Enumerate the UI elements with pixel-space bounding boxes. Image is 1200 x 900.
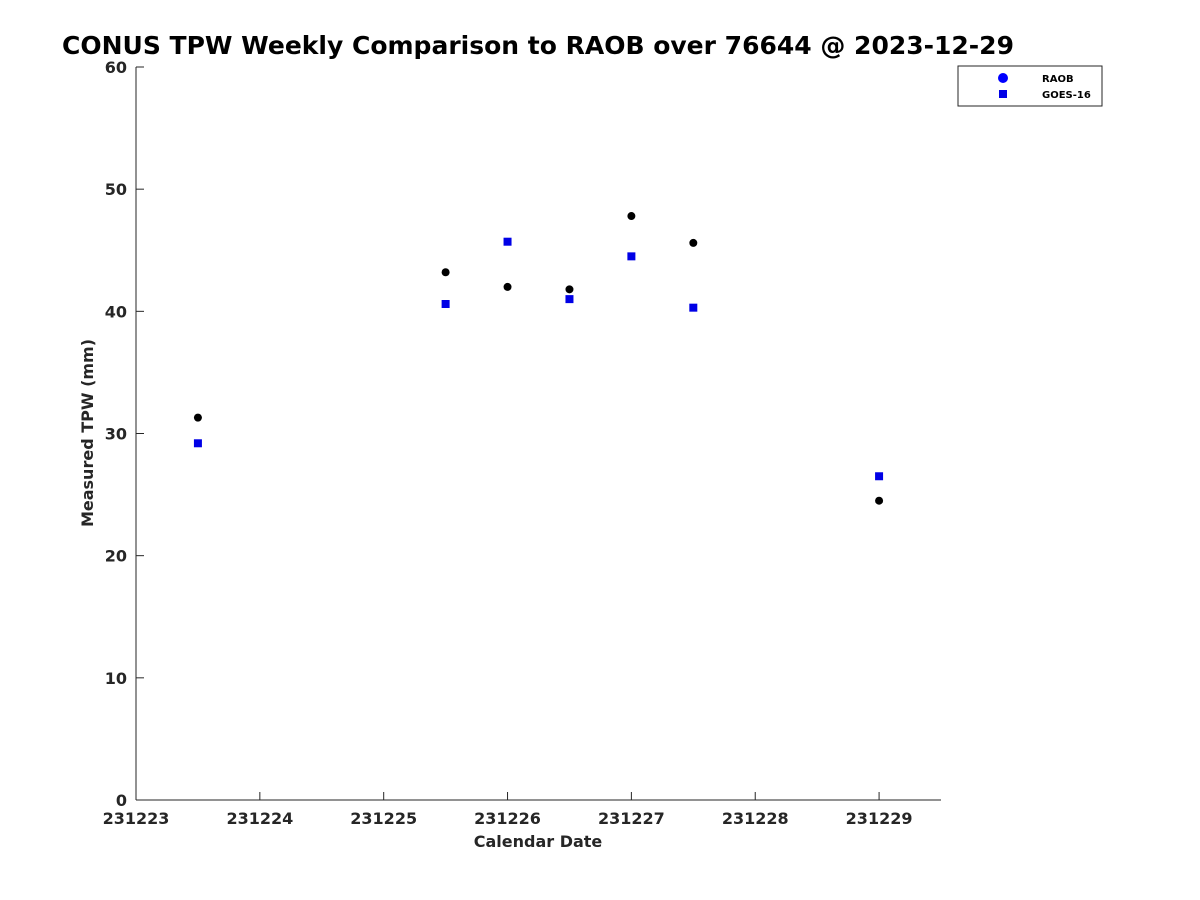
goes-point [875,472,884,481]
x-axis-label: Calendar Date [474,832,603,851]
x-tick-label: 231223 [103,809,170,828]
x-tick-label: 231229 [846,809,913,828]
goes-point [565,295,574,304]
series-goes-16 [193,237,884,481]
goes-point [441,300,450,309]
y-ticks: 0 10 20 30 40 50 60 [105,58,144,810]
legend-label: GOES-16 [1042,90,1091,101]
y-tick-label: 20 [105,547,127,566]
raob-point [565,285,574,294]
legend-box [957,65,1103,107]
legend-label: RAOB [1042,74,1074,85]
x-tick-label: 231227 [598,809,665,828]
goes-point [193,439,202,448]
data-series [193,212,884,505]
raob-point [627,212,636,221]
y-tick-label: 40 [105,302,127,321]
x-tick-label: 231228 [722,809,789,828]
legend-marker-goes [999,90,1007,98]
goes-point [627,252,636,261]
plot-axes [135,67,941,801]
y-tick-label: 60 [105,58,127,77]
y-tick-label: 0 [116,791,127,810]
x-tick-label: 231225 [350,809,417,828]
y-tick-label: 50 [105,180,127,199]
series-raob [193,212,884,505]
y-tick-label: 10 [105,669,127,688]
raob-point [441,268,450,277]
raob-point [193,413,202,422]
y-axis-label: Measured TPW (mm) [78,339,97,527]
goes-point [503,237,512,246]
raob-point [875,496,884,505]
legend: RAOB GOES-16 [957,65,1103,107]
x-tick-label: 231224 [226,809,293,828]
raob-point [689,238,698,247]
x-ticks: 231223 231224 231225 231226 231227 231228 2312… [103,792,913,828]
x-tick-label: 231226 [474,809,541,828]
goes-point [689,303,698,312]
y-tick-label: 30 [105,425,127,444]
legend-marker-raob [998,73,1008,83]
raob-point [503,282,512,291]
chart-title: CONUS TPW Weekly Comparison to RAOB over… [62,31,1014,60]
